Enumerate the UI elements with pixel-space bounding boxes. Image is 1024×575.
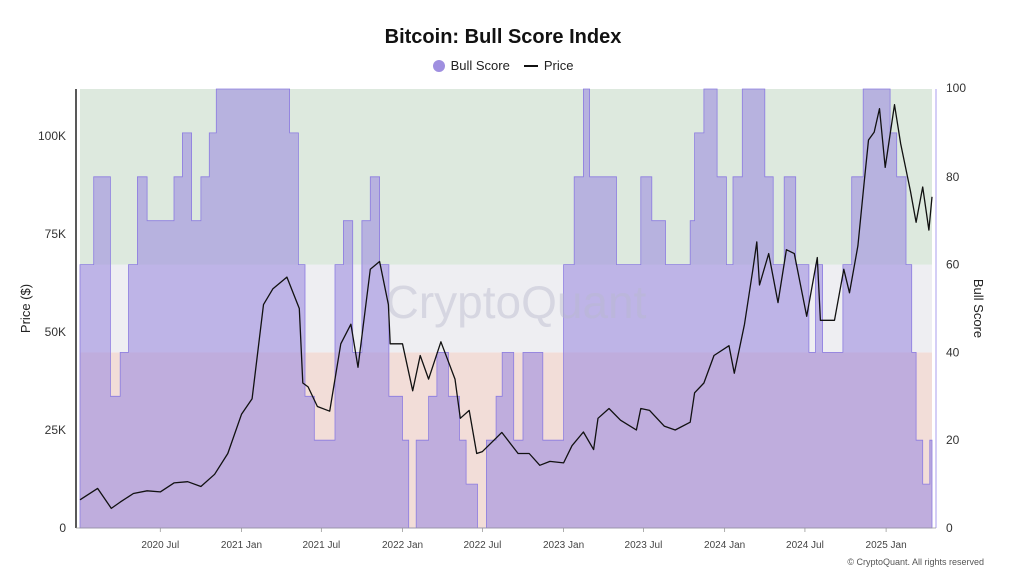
x-tick-label: 2025 Jan bbox=[866, 540, 907, 551]
x-axis-ticks: 2020 Jul 2021 Jan 2021 Jul 2022 Jan 2022 Jul… bbox=[141, 528, 907, 551]
right-tick-label: 80 bbox=[946, 170, 960, 184]
right-tick-label: 20 bbox=[946, 433, 960, 447]
left-tick-label: 50K bbox=[45, 325, 66, 339]
right-axis-ticks: 0 20 40 60 80 100 bbox=[946, 81, 966, 535]
price-line-layer bbox=[79, 104, 933, 510]
left-tick-label: 0 bbox=[59, 521, 66, 535]
legend-label-price: Price bbox=[543, 58, 574, 73]
right-tick-label: 40 bbox=[946, 345, 960, 359]
x-tick-label: 2024 Jul bbox=[786, 540, 824, 551]
x-tick-label: 2020 Jul bbox=[141, 540, 179, 551]
x-tick-label: 2022 Jan bbox=[382, 540, 423, 551]
copyright-notice: © CryptoQuant. All rights reserved bbox=[847, 557, 984, 567]
left-axis-ticks: 0 25K 50K 75K 100K bbox=[38, 129, 66, 535]
chart-legend: Bull Score Price bbox=[0, 58, 1006, 73]
axes bbox=[75, 89, 937, 529]
legend-swatch-price bbox=[523, 64, 538, 67]
right-tick-label: 0 bbox=[946, 521, 953, 535]
price-line bbox=[79, 104, 933, 510]
x-tick-label: 2022 Jul bbox=[463, 540, 501, 551]
right-tick-label: 100 bbox=[946, 81, 966, 95]
left-axis-title: Price ($) bbox=[18, 284, 33, 333]
legend-label-bull-score: Bull Score bbox=[450, 58, 510, 73]
bull-score-area-layer bbox=[79, 88, 933, 529]
x-tick-label: 2023 Jan bbox=[543, 540, 584, 551]
x-tick-label: 2021 Jan bbox=[221, 540, 262, 551]
legend-item-bull-score[interactable]: Bull Score bbox=[432, 58, 510, 73]
x-tick-label: 2023 Jul bbox=[625, 540, 663, 551]
bull-score-area bbox=[79, 88, 933, 529]
legend-item-price[interactable]: Price bbox=[523, 58, 574, 73]
chart-title: Bitcoin: Bull Score Index bbox=[384, 26, 622, 48]
left-tick-label: 100K bbox=[38, 129, 66, 143]
legend-swatch-bull-score bbox=[432, 59, 445, 72]
right-tick-label: 60 bbox=[946, 258, 960, 272]
left-tick-label: 25K bbox=[45, 423, 66, 437]
watermark-layer: CryptoQuant bbox=[386, 276, 647, 328]
right-axis-title: Bull Score bbox=[971, 279, 986, 338]
watermark-text: CryptoQuant bbox=[386, 276, 647, 328]
left-tick-label: 75K bbox=[45, 227, 66, 241]
x-tick-label: 2021 Jul bbox=[302, 540, 340, 551]
x-tick-label: 2024 Jan bbox=[704, 540, 745, 551]
